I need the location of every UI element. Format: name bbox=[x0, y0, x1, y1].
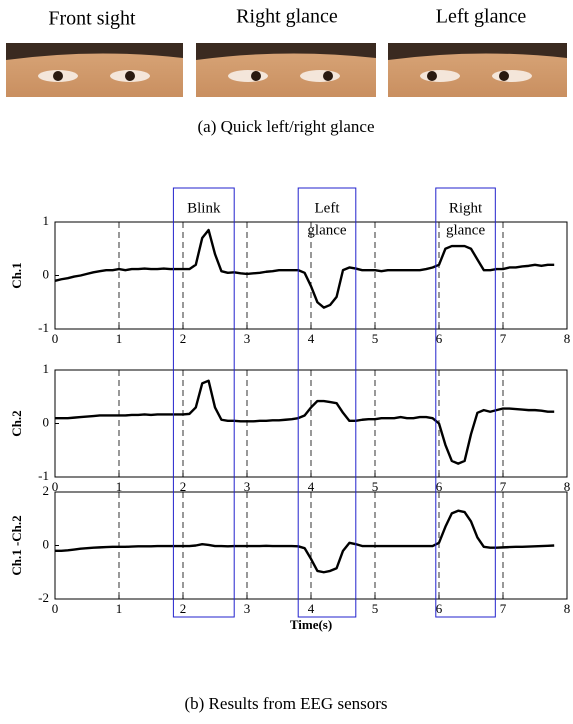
line bbox=[55, 511, 554, 573]
x-tick-label: 3 bbox=[244, 331, 251, 346]
y-tick-label: -2 bbox=[38, 590, 49, 605]
y-tick-label: 0 bbox=[43, 414, 50, 429]
photo-label: Left glance bbox=[436, 6, 527, 28]
caption: (a) Quick left/right glance bbox=[197, 117, 374, 136]
annotation: Blink bbox=[187, 200, 221, 216]
x-tick-label: 7 bbox=[500, 601, 507, 616]
x-tick-label: 1 bbox=[116, 331, 123, 346]
x-tick-label: 2 bbox=[180, 601, 187, 616]
x-tick-label: 4 bbox=[308, 331, 315, 346]
x-axis-label: Time(s) bbox=[290, 617, 332, 632]
x-tick-label: 6 bbox=[436, 601, 443, 616]
x-tick-label: 0 bbox=[52, 331, 59, 346]
y-tick-label: -1 bbox=[38, 320, 49, 335]
x-tick-label: 4 bbox=[308, 601, 315, 616]
y-tick-label: 0 bbox=[43, 266, 50, 281]
y-axis-label: Ch.1 bbox=[9, 262, 24, 288]
y-tick-label: 2 bbox=[43, 483, 50, 498]
x-tick-label: 5 bbox=[372, 331, 379, 346]
highlight-window bbox=[173, 188, 234, 617]
y-axis-label: Ch.1 -Ch.2 bbox=[9, 515, 24, 575]
x-tick-label: 5 bbox=[372, 601, 379, 616]
photos bbox=[6, 43, 567, 97]
x-tick-label: 0 bbox=[52, 601, 59, 616]
photo bbox=[196, 43, 376, 97]
x-tick-label: 6 bbox=[436, 331, 443, 346]
photo bbox=[6, 43, 183, 97]
line bbox=[55, 381, 554, 464]
figure: Front sight Right glance Left glance (a)… bbox=[0, 0, 573, 724]
y-tick-label: 1 bbox=[43, 361, 50, 376]
y-tick-label: 1 bbox=[43, 213, 50, 228]
caption: (b) Results from EEG sensors bbox=[184, 694, 387, 713]
x-tick-label: 3 bbox=[244, 601, 251, 616]
photo bbox=[388, 43, 567, 97]
annotation: Right bbox=[449, 200, 483, 216]
y-tick-label: -1 bbox=[38, 468, 49, 483]
line bbox=[55, 230, 554, 308]
x-tick-label: 2 bbox=[180, 331, 187, 346]
x-tick-label: 7 bbox=[500, 331, 507, 346]
y-axis-label: Ch.2 bbox=[9, 410, 24, 436]
photo-label: Right glance bbox=[236, 6, 338, 28]
x-tick-label: 1 bbox=[116, 601, 123, 616]
annotation: Left bbox=[315, 200, 341, 216]
annotation: glance bbox=[307, 222, 346, 238]
x-tick-label: 8 bbox=[564, 601, 571, 616]
annotation: glance bbox=[446, 222, 485, 238]
x-tick-label: 8 bbox=[564, 331, 571, 346]
photo-label: Front sight bbox=[48, 8, 136, 30]
y-tick-label: 0 bbox=[43, 536, 50, 551]
